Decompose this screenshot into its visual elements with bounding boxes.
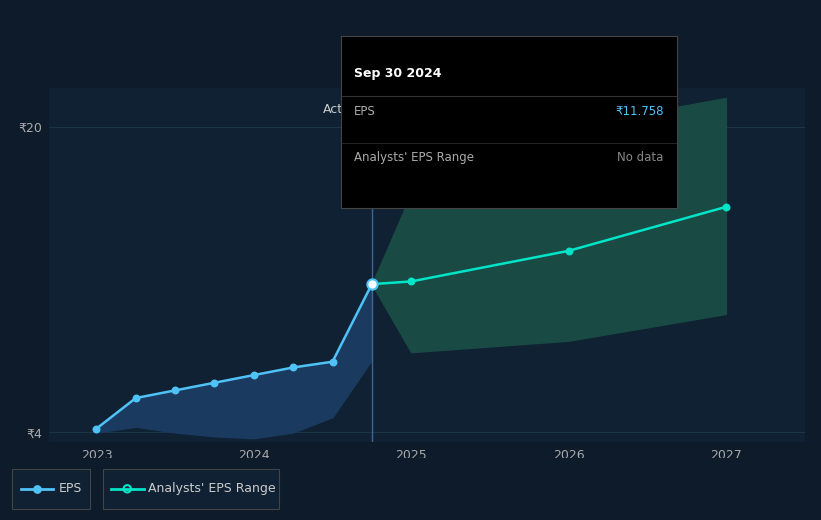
Point (30, 485, 44, 493)
FancyBboxPatch shape (12, 469, 90, 509)
Point (719, 203, 732, 211)
Text: Analysts Forecasts: Analysts Forecasts (381, 102, 498, 115)
Text: Analysts' EPS Range: Analysts' EPS Range (354, 151, 475, 164)
Text: Sep 30 2024: Sep 30 2024 (354, 67, 442, 80)
Point (365, 280, 378, 288)
Text: EPS: EPS (354, 105, 376, 118)
Text: Analysts' EPS Range: Analysts' EPS Range (148, 483, 275, 495)
Point (168, 386, 181, 395)
Point (208, 379, 221, 387)
Text: Actual: Actual (323, 102, 362, 115)
Text: EPS: EPS (59, 483, 82, 495)
Point (365, 280, 378, 288)
FancyBboxPatch shape (103, 469, 279, 509)
Point (129, 394, 142, 402)
Point (287, 363, 300, 372)
Point (121, 485, 134, 493)
Point (405, 277, 418, 285)
Point (89, 424, 103, 433)
Point (562, 246, 575, 255)
Point (247, 371, 260, 379)
Text: ₹11.758: ₹11.758 (616, 105, 664, 118)
Point (326, 358, 339, 366)
Text: No data: No data (617, 151, 664, 164)
